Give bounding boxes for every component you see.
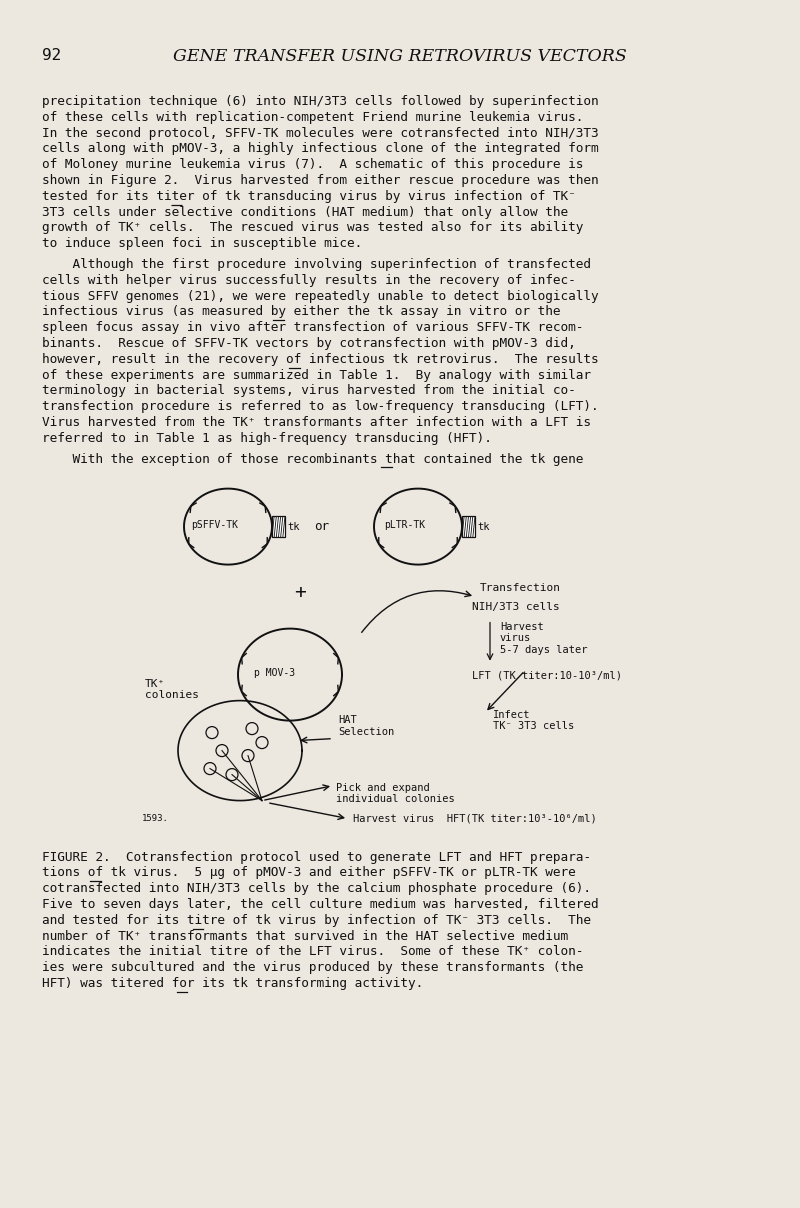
Text: Transfection: Transfection bbox=[480, 582, 561, 593]
Text: HAT
Selection: HAT Selection bbox=[338, 715, 394, 737]
Text: +: + bbox=[294, 583, 306, 602]
Text: 92: 92 bbox=[42, 48, 62, 63]
Text: LFT (TK titer:10-10³/ml): LFT (TK titer:10-10³/ml) bbox=[472, 670, 622, 680]
Text: terminology in bacterial systems, virus harvested from the initial co-: terminology in bacterial systems, virus … bbox=[42, 384, 576, 397]
Text: cotransfected into NIH/3T3 cells by the calcium phosphate procedure (6).: cotransfected into NIH/3T3 cells by the … bbox=[42, 882, 591, 895]
FancyBboxPatch shape bbox=[462, 516, 475, 538]
Text: cells along with pMOV-3, a highly infectious clone of the integrated form: cells along with pMOV-3, a highly infect… bbox=[42, 143, 598, 156]
Text: pLTR-TK: pLTR-TK bbox=[384, 519, 426, 529]
Text: and tested for its titre of tk virus by infection of TK⁻ 3T3 cells.  The: and tested for its titre of tk virus by … bbox=[42, 913, 591, 927]
Text: TK⁺
colonies: TK⁺ colonies bbox=[145, 679, 199, 701]
Text: however, result in the recovery of infectious tk retrovirus.  The results: however, result in the recovery of infec… bbox=[42, 353, 598, 366]
Text: Harvest virus  HFT(TK titer:10³-10⁶/ml): Harvest virus HFT(TK titer:10³-10⁶/ml) bbox=[353, 814, 597, 824]
Text: GENE TRANSFER USING RETROVIRUS VECTORS: GENE TRANSFER USING RETROVIRUS VECTORS bbox=[173, 48, 627, 65]
Text: referred to in Table 1 as high-frequency transducing (HFT).: referred to in Table 1 as high-frequency… bbox=[42, 431, 492, 445]
Text: Infect
TK⁻ 3T3 cells: Infect TK⁻ 3T3 cells bbox=[493, 709, 574, 731]
Text: spleen focus assay in vivo after transfection of various SFFV-TK recom-: spleen focus assay in vivo after transfe… bbox=[42, 321, 583, 335]
Text: ies were subcultured and the virus produced by these transformants (the: ies were subcultured and the virus produ… bbox=[42, 962, 583, 974]
Text: of Moloney murine leukemia virus (7).  A schematic of this procedure is: of Moloney murine leukemia virus (7). A … bbox=[42, 158, 583, 172]
Text: binants.  Rescue of SFFV-TK vectors by cotransfection with pMOV-3 did,: binants. Rescue of SFFV-TK vectors by co… bbox=[42, 337, 576, 350]
Text: Pick and expand
individual colonies: Pick and expand individual colonies bbox=[336, 783, 454, 805]
Text: infectious virus (as measured by either the tk assay in vitro or the: infectious virus (as measured by either … bbox=[42, 306, 561, 319]
Text: shown in Figure 2.  Virus harvested from either rescue procedure was then: shown in Figure 2. Virus harvested from … bbox=[42, 174, 598, 187]
FancyBboxPatch shape bbox=[272, 516, 285, 538]
Text: precipitation technique (6) into NIH/3T3 cells followed by superinfection: precipitation technique (6) into NIH/3T3… bbox=[42, 95, 598, 108]
Text: In the second protocol, SFFV-TK molecules were cotransfected into NIH/3T3: In the second protocol, SFFV-TK molecule… bbox=[42, 127, 598, 140]
Text: HFT) was titered for its tk transforming activity.: HFT) was titered for its tk transforming… bbox=[42, 977, 423, 991]
Text: of these cells with replication-competent Friend murine leukemia virus.: of these cells with replication-competen… bbox=[42, 111, 583, 123]
Text: Harvest
virus
5-7 days later: Harvest virus 5-7 days later bbox=[500, 622, 587, 655]
Text: to induce spleen foci in susceptible mice.: to induce spleen foci in susceptible mic… bbox=[42, 237, 362, 250]
Text: pSFFV-TK: pSFFV-TK bbox=[191, 519, 238, 529]
Text: NIH/3T3 cells: NIH/3T3 cells bbox=[472, 602, 560, 611]
Text: transfection procedure is referred to as low-frequency transducing (LFT).: transfection procedure is referred to as… bbox=[42, 400, 598, 413]
Text: of these experiments are summarized in Table 1.  By analogy with similar: of these experiments are summarized in T… bbox=[42, 368, 591, 382]
Text: With the exception of those recombinants that contained the tk gene: With the exception of those recombinants… bbox=[42, 453, 583, 465]
Text: Virus harvested from the TK⁺ transformants after infection with a LFT is: Virus harvested from the TK⁺ transforman… bbox=[42, 416, 591, 429]
Text: FIGURE 2.  Cotransfection protocol used to generate LFT and HFT prepara-: FIGURE 2. Cotransfection protocol used t… bbox=[42, 850, 591, 864]
Text: tk: tk bbox=[477, 522, 490, 532]
Text: p MOV-3: p MOV-3 bbox=[254, 668, 295, 678]
Text: 1593.: 1593. bbox=[142, 814, 169, 823]
Text: tious SFFV genomes (21), we were repeatedly unable to detect biologically: tious SFFV genomes (21), we were repeate… bbox=[42, 290, 598, 302]
Text: tested for its titer of tk transducing virus by virus infection of TK⁻: tested for its titer of tk transducing v… bbox=[42, 190, 576, 203]
Text: number of TK⁺ transformants that survived in the HAT selective medium: number of TK⁺ transformants that survive… bbox=[42, 930, 568, 942]
Text: Although the first procedure involving superinfection of transfected: Although the first procedure involving s… bbox=[42, 259, 591, 271]
Text: 3T3 cells under selective conditions (HAT medium) that only allow the: 3T3 cells under selective conditions (HA… bbox=[42, 205, 568, 219]
Text: Five to seven days later, the cell culture medium was harvested, filtered: Five to seven days later, the cell cultu… bbox=[42, 898, 598, 911]
Text: cells with helper virus successfully results in the recovery of infec-: cells with helper virus successfully res… bbox=[42, 274, 576, 286]
Text: growth of TK⁺ cells.  The rescued virus was tested also for its ability: growth of TK⁺ cells. The rescued virus w… bbox=[42, 221, 583, 234]
Text: tions of tk virus.  5 μg of pMOV-3 and either pSFFV-TK or pLTR-TK were: tions of tk virus. 5 μg of pMOV-3 and ei… bbox=[42, 866, 576, 879]
Text: indicates the initial titre of the LFT virus.  Some of these TK⁺ colon-: indicates the initial titre of the LFT v… bbox=[42, 946, 583, 958]
Text: tk: tk bbox=[287, 522, 299, 532]
Text: or: or bbox=[314, 521, 330, 533]
